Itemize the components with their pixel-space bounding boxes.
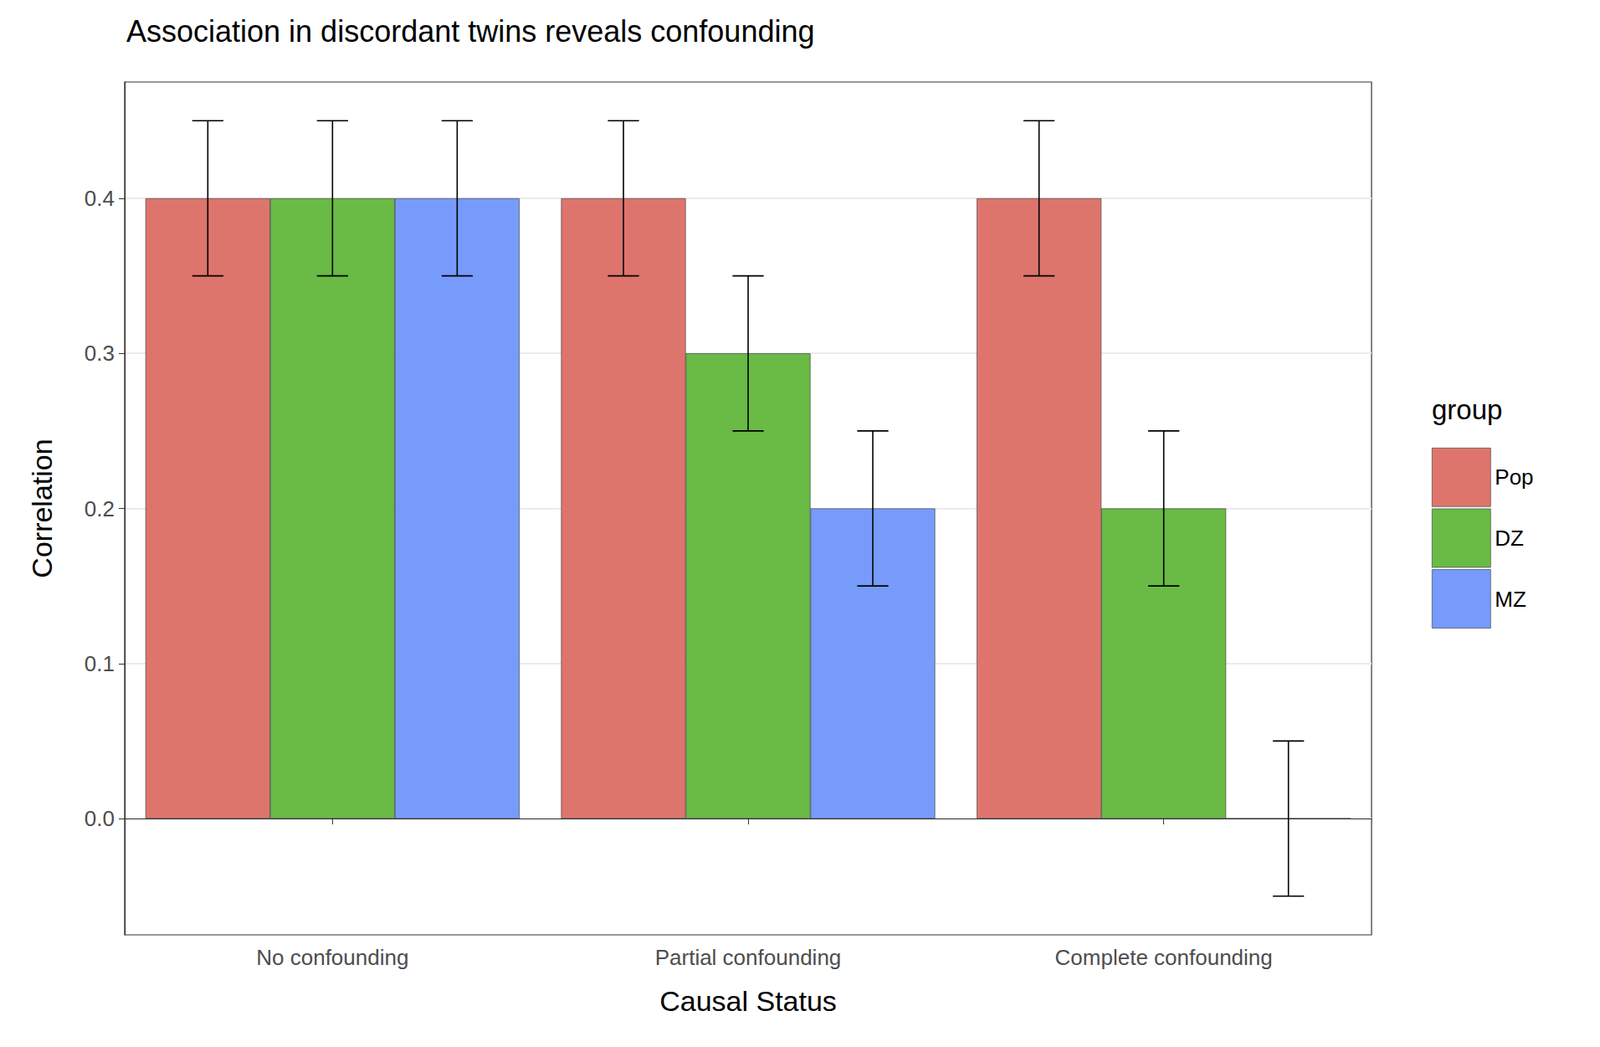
svg-text:No confounding: No confounding [256, 944, 409, 970]
svg-text:Causal Status: Causal Status [659, 984, 837, 1017]
svg-text:Correlation: Correlation [25, 438, 58, 578]
svg-text:MZ: MZ [1494, 586, 1527, 612]
svg-text:0.0: 0.0 [84, 805, 115, 831]
svg-text:0.1: 0.1 [84, 651, 115, 677]
svg-text:Complete confounding: Complete confounding [1055, 944, 1273, 970]
svg-text:DZ: DZ [1494, 525, 1524, 551]
svg-text:Pop: Pop [1494, 464, 1534, 490]
svg-text:0.2: 0.2 [84, 496, 115, 522]
svg-text:group: group [1431, 394, 1503, 426]
svg-text:0.3: 0.3 [84, 340, 115, 366]
svg-text:0.4: 0.4 [84, 185, 115, 211]
svg-text:Association in discordant twin: Association in discordant twins reveals … [126, 14, 815, 49]
svg-text:Partial confounding: Partial confounding [655, 944, 842, 970]
